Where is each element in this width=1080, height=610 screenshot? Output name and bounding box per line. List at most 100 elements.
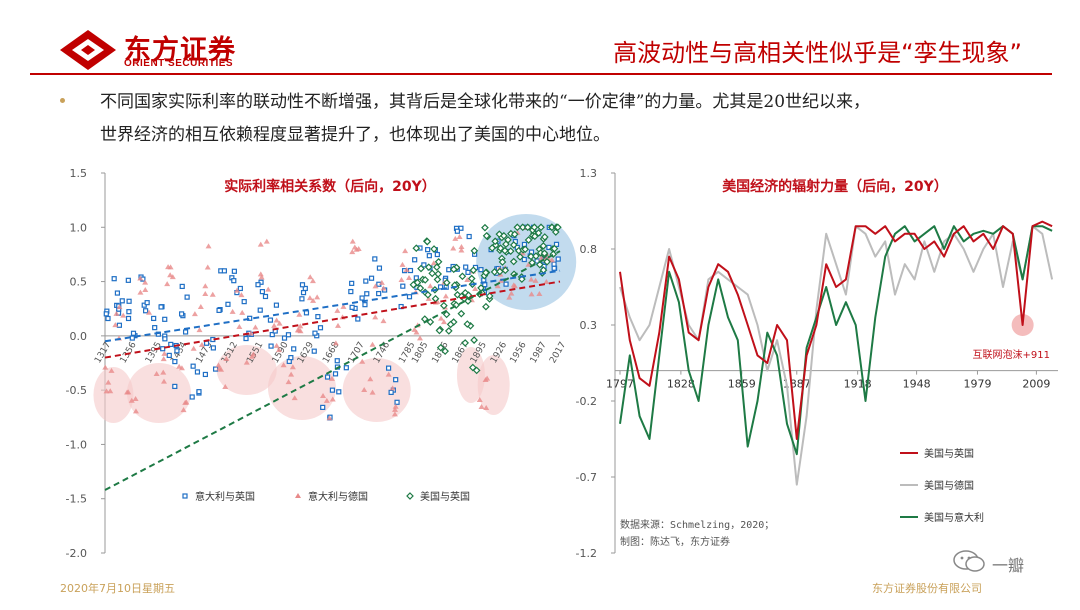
- point-us-uk: [409, 280, 418, 289]
- right-y-tick-label: 0.8: [580, 243, 598, 256]
- point-italy-germany: [329, 396, 336, 402]
- point-us-uk: [463, 320, 472, 328]
- point-italy-uk: [174, 348, 180, 354]
- point-italy-uk: [349, 304, 355, 310]
- point-us-uk: [442, 278, 451, 287]
- point-us-uk: [501, 246, 509, 255]
- point-italy-uk: [385, 365, 392, 371]
- point-italy-uk: [237, 285, 243, 292]
- point-italy-germany: [257, 241, 264, 247]
- point-italy-uk: [458, 225, 464, 231]
- point-italy-uk: [189, 394, 195, 400]
- point-italy-uk: [555, 256, 561, 262]
- point-italy-germany: [385, 371, 392, 377]
- point-italy-germany: [361, 387, 368, 393]
- left-trendline: [104, 269, 561, 343]
- point-italy-germany: [369, 389, 376, 395]
- point-us-uk: [513, 223, 522, 232]
- left-chart: 1.51.00.50.0-0.5-1.0-1.5-2.0131713561395…: [66, 167, 577, 560]
- point-us-uk: [423, 237, 432, 246]
- point-italy-germany: [271, 322, 278, 328]
- point-italy-uk: [179, 283, 185, 290]
- point-italy-germany: [142, 279, 149, 285]
- point-italy-germany: [107, 388, 114, 394]
- point-italy-germany: [276, 320, 283, 326]
- point-us-uk: [481, 268, 490, 277]
- point-italy-germany: [452, 235, 459, 241]
- point-italy-germany: [398, 276, 405, 282]
- point-italy-uk: [190, 363, 196, 369]
- point-italy-germany: [180, 407, 187, 413]
- point-italy-uk: [225, 301, 231, 307]
- point-italy-germany: [120, 312, 127, 318]
- point-italy-uk: [446, 267, 452, 273]
- point-italy-germany: [406, 274, 413, 280]
- company-logo: 东方证券 ORIENT SECURITIES: [58, 28, 258, 72]
- bullet-dot-icon: [60, 98, 65, 103]
- point-italy-uk: [329, 387, 336, 393]
- point-us-uk: [490, 268, 499, 276]
- point-us-uk: [430, 245, 438, 253]
- point-italy-uk: [152, 325, 158, 331]
- point-italy-uk: [320, 404, 326, 410]
- point-italy-uk: [317, 325, 324, 331]
- point-us-uk: [469, 266, 478, 275]
- point-italy-uk: [463, 264, 469, 270]
- point-italy-germany: [456, 234, 463, 240]
- right-series-line: [619, 220, 1053, 440]
- point-italy-germany: [191, 311, 198, 317]
- point-italy-germany: [441, 319, 448, 325]
- right-x-tick-label: 2009: [1022, 378, 1050, 391]
- point-italy-uk: [231, 268, 237, 274]
- point-italy-germany: [306, 295, 313, 301]
- point-italy-germany: [247, 330, 254, 336]
- point-italy-germany: [326, 415, 333, 421]
- legend-marker-italy-uk: [182, 493, 188, 499]
- point-italy-germany: [323, 397, 330, 403]
- point-italy-germany: [236, 324, 243, 330]
- point-us-uk: [457, 309, 466, 318]
- point-italy-germany: [153, 370, 160, 376]
- point-italy-uk: [111, 276, 117, 282]
- point-italy-uk: [376, 265, 383, 271]
- point-italy-uk: [521, 241, 528, 248]
- right-annotation-label: 互联网泡沫+911: [973, 348, 1050, 361]
- point-italy-uk: [437, 284, 444, 290]
- point-italy-germany: [314, 294, 321, 300]
- point-italy-germany: [239, 309, 246, 315]
- right-source-note: 数据来源：Schmelzing，2020；: [620, 518, 774, 531]
- left-legend-label: 美国与英国: [420, 490, 470, 503]
- point-italy-germany: [349, 238, 356, 244]
- point-italy-uk: [551, 261, 557, 267]
- point-italy-uk: [216, 307, 222, 314]
- point-italy-germany: [198, 341, 205, 347]
- point-italy-germany: [538, 255, 545, 261]
- point-italy-germany: [285, 379, 292, 385]
- point-us-uk: [485, 292, 494, 300]
- right-x-tick-label: 1979: [963, 378, 991, 391]
- point-italy-uk: [172, 383, 178, 390]
- point-italy-germany: [132, 395, 139, 401]
- point-italy-germany: [378, 279, 385, 285]
- point-us-uk: [540, 233, 549, 241]
- point-italy-uk: [243, 335, 249, 342]
- point-italy-uk: [126, 298, 132, 304]
- point-italy-germany: [353, 246, 360, 252]
- point-italy-uk: [336, 389, 342, 395]
- point-us-uk: [482, 231, 491, 240]
- left-y-tick-label: -2.0: [66, 547, 87, 560]
- point-italy-uk: [534, 258, 540, 264]
- right-y-tick-label: -0.2: [576, 395, 597, 408]
- footer-date: 2020年7月10日星期五: [60, 582, 175, 595]
- left-x-tick-label: 1956: [509, 340, 529, 365]
- point-italy-germany: [108, 367, 115, 373]
- point-us-uk: [516, 253, 524, 261]
- point-italy-germany: [161, 350, 168, 356]
- point-italy-uk: [255, 282, 261, 288]
- point-italy-germany: [273, 317, 280, 323]
- point-italy-germany: [411, 326, 418, 332]
- point-us-uk: [554, 223, 562, 232]
- point-italy-germany: [124, 389, 131, 395]
- left-x-tick-label: 1317: [93, 340, 113, 365]
- point-italy-uk: [425, 247, 431, 253]
